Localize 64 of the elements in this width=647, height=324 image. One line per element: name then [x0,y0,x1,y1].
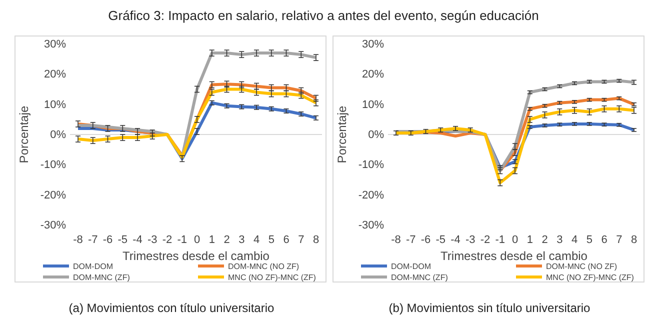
x-tick-label: 7 [616,234,622,246]
y-tick-label: -20% [358,189,384,202]
x-tick-label: -4 [450,234,460,246]
y-axis-title: Porcentaje [17,105,31,164]
x-tick-label: 0 [194,234,200,246]
x-tick-label: -5 [118,234,128,246]
legend-label: DOM-DOM [73,262,114,271]
line-series [394,107,636,184]
x-tick-label: -6 [420,234,431,246]
x-tick-label: -1 [177,234,188,246]
y-tick-label: 20% [44,68,66,81]
x-tick-label: 2 [542,234,548,246]
text: (a) Movimientos con título universitario [68,301,275,315]
y-tick-label: -30% [40,220,66,232]
x-axis-title: Trimestres desde el cambio [122,249,270,263]
x-tick-label: 1 [208,234,215,246]
x-tick-label: 0 [512,234,518,246]
x-tick-label: 7 [298,234,304,246]
x-tick-label: -1 [495,234,506,246]
x-tick-label: 6 [283,234,290,246]
x-axis-title: Trimestres desde el cambio [440,249,588,263]
y-tick-label: 10% [362,98,384,111]
legend-label: DOM-MNC (ZF) [391,273,448,282]
y-tick-label: 0% [50,129,66,142]
text: (b) Movimientos sin título universitario [388,301,591,315]
y-tick-label: 30% [44,38,66,51]
x-tick-label: -5 [436,234,446,246]
x-tick-label: -3 [465,234,476,246]
x-tick-label: -4 [132,234,142,246]
x-tick-label: 3 [238,234,245,246]
x-tick-label: 5 [586,234,592,246]
x-tick-label: -8 [73,234,83,246]
y-tick-label: -10% [358,159,384,172]
y-tick-label: -30% [358,220,384,232]
x-tick-label: 8 [630,234,638,246]
x-tick-label: 3 [556,234,563,246]
y-tick-label: 0% [368,129,384,142]
y-axis-title: Porcentaje [335,105,349,164]
x-tick-label: 1 [526,234,533,246]
y-tick-label: 30% [362,38,384,51]
y-tick-label: 10% [44,98,66,111]
legend-label: DOM-MNC (NO ZF) [228,262,300,271]
x-tick-label: -3 [147,234,158,246]
x-tick-label: 8 [312,234,320,246]
legend-label: MNC (NO ZF)-MNC (ZF) [546,273,634,282]
chart-title: Gráfico 3: Impacto en salario, relativo a antes del evento, según educación [108,8,539,23]
y-tick-label: 20% [362,68,384,81]
legend-label: DOM-DOM [391,262,432,271]
x-tick-label: 2 [224,234,230,246]
x-tick-label: -2 [162,234,172,246]
y-tick-label: -10% [40,159,66,172]
x-tick-label: 6 [601,234,608,246]
x-tick-label: -2 [480,234,490,246]
x-tick-label: -6 [102,234,113,246]
x-tick-label: 4 [571,234,578,246]
y-tick-label: -20% [40,189,66,202]
x-tick-label: -8 [391,234,401,246]
legend-label: DOM-MNC (NO ZF) [546,262,618,271]
x-tick-label: 5 [268,234,274,246]
x-tick-label: 4 [253,234,260,246]
legend-label: MNC (NO ZF)-MNC (ZF) [228,273,316,282]
x-tick-label: -7 [88,234,98,246]
legend-label: DOM-MNC (ZF) [73,273,130,282]
x-tick-label: -7 [406,234,416,246]
